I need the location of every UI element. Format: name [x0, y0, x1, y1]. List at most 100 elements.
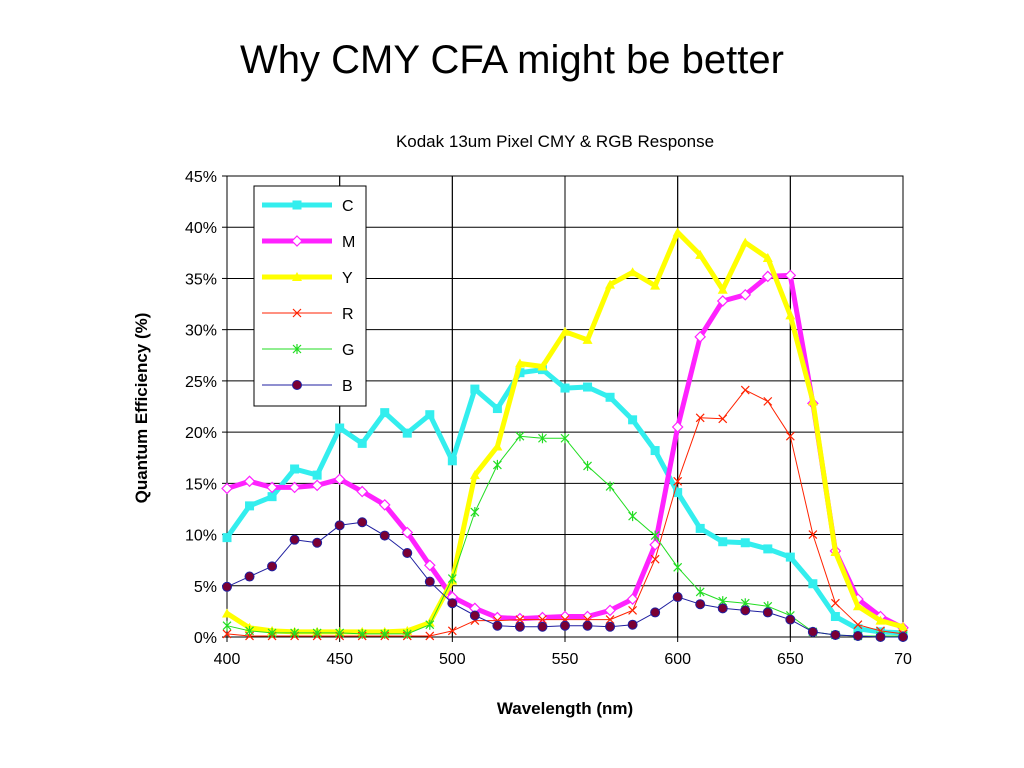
- data-point-r: [673, 476, 683, 486]
- data-point-b: [424, 576, 435, 587]
- data-point-b: [222, 581, 232, 592]
- x-tick-label: 650: [777, 651, 804, 668]
- data-point-r: [650, 554, 660, 564]
- data-point-b: [852, 630, 863, 641]
- data-point-b: [469, 610, 480, 621]
- data-point-b: [898, 632, 908, 642]
- legend-item-c: C: [262, 198, 354, 215]
- data-point-c: [312, 470, 322, 480]
- data-point-g: [605, 481, 615, 492]
- legend-marker-g: [292, 344, 302, 354]
- data-point-m: [626, 593, 639, 605]
- data-point-r: [830, 598, 840, 608]
- data-point-r: [222, 629, 232, 639]
- legend-label-b: B: [342, 378, 353, 395]
- data-point-y: [740, 237, 751, 247]
- data-point-b: [357, 517, 368, 528]
- data-point-c: [695, 523, 705, 533]
- data-point-c: [763, 544, 773, 554]
- data-point-r: [763, 396, 773, 406]
- data-point-g: [380, 628, 390, 639]
- data-point-m: [401, 526, 414, 539]
- legend-item-m: M: [262, 234, 355, 251]
- x-tick-label: 450: [326, 651, 353, 668]
- data-point-m: [356, 485, 369, 498]
- data-point-g: [538, 433, 547, 444]
- data-point-g: [222, 620, 232, 631]
- data-point-g: [335, 627, 345, 638]
- data-point-b: [650, 607, 661, 618]
- y-tick-label: 0%: [194, 630, 217, 647]
- data-point-g: [425, 619, 435, 630]
- legend-marker-m: [291, 235, 303, 247]
- data-point-c: [808, 579, 818, 589]
- data-point-y: [560, 326, 570, 336]
- data-point-m: [423, 559, 436, 572]
- data-point-g: [312, 627, 322, 638]
- data-point-c: [402, 428, 412, 438]
- data-point-g: [402, 628, 412, 639]
- legend-item-g: G: [262, 342, 354, 359]
- data-point-g: [357, 628, 367, 639]
- data-point-b: [492, 620, 503, 631]
- data-point-g: [290, 627, 300, 638]
- data-point-c: [380, 408, 390, 418]
- legend-box: [253, 185, 367, 407]
- data-point-c: [718, 537, 728, 547]
- data-point-b: [379, 530, 390, 541]
- data-point-g: [628, 511, 638, 522]
- x-tick-label: 550: [552, 651, 579, 668]
- data-point-y: [469, 470, 480, 480]
- data-point-c: [628, 415, 638, 425]
- series-b: [222, 517, 908, 642]
- data-point-b: [582, 620, 593, 631]
- data-point-b: [447, 598, 458, 609]
- data-point-g: [695, 586, 705, 597]
- data-point-b: [762, 607, 773, 618]
- data-point-c: [740, 538, 750, 548]
- data-point-m: [266, 481, 278, 494]
- legend-label-y: Y: [342, 270, 353, 287]
- legend-marker-r: [292, 308, 302, 318]
- legend-item-b: B: [262, 378, 353, 395]
- data-point-y: [830, 546, 841, 556]
- data-point-g: [447, 573, 457, 584]
- data-point-m: [536, 611, 549, 624]
- data-point-y: [514, 358, 525, 368]
- data-point-y: [852, 601, 863, 611]
- chart-legend: C M Y R G B: [253, 185, 367, 407]
- data-point-c: [357, 438, 367, 448]
- y-tick-label: 30%: [185, 323, 217, 340]
- legend-item-r: R: [262, 306, 354, 323]
- y-axis-ticks: 0% 5% 10% 15% 20% 25% 30% 35% 40% 45%: [185, 169, 227, 647]
- data-point-m: [333, 473, 346, 486]
- data-point-r: [628, 605, 638, 615]
- data-point-m: [649, 538, 661, 551]
- y-axis-title: Quantum Efficiency (%): [132, 313, 151, 504]
- legend-marker-b: [292, 380, 302, 390]
- data-point-b: [717, 603, 728, 614]
- x-tick-label: 600: [664, 651, 691, 668]
- data-point-c: [785, 552, 795, 562]
- data-point-b: [289, 534, 300, 545]
- data-point-y: [537, 361, 548, 371]
- data-point-b: [875, 632, 886, 642]
- data-point-c: [853, 624, 863, 634]
- data-point-c: [830, 612, 840, 622]
- data-point-g: [515, 431, 525, 442]
- legend-item-y: Y: [262, 270, 353, 287]
- y-tick-label: 10%: [185, 528, 217, 545]
- data-point-y: [627, 267, 638, 277]
- data-point-b: [830, 629, 841, 640]
- data-point-y: [695, 249, 706, 259]
- data-point-r: [695, 413, 705, 423]
- data-point-y: [898, 621, 908, 631]
- y-tick-label: 5%: [194, 579, 217, 596]
- legend-marker-y: [292, 272, 302, 281]
- data-point-r: [808, 530, 818, 539]
- y-tick-label: 35%: [185, 271, 217, 288]
- data-point-y: [222, 608, 232, 618]
- y-tick-label: 15%: [185, 476, 217, 493]
- data-point-c: [560, 383, 570, 393]
- data-point-b: [312, 537, 323, 548]
